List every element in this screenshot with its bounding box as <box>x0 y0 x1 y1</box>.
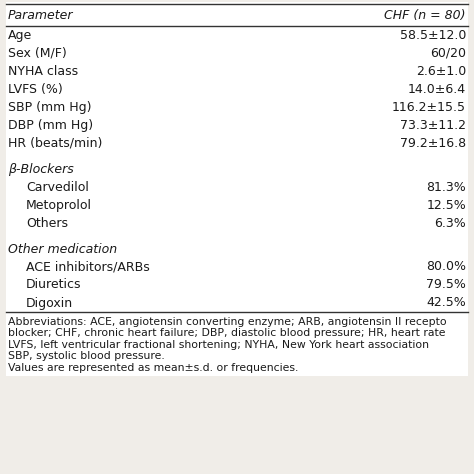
Text: Values are represented as mean±s.d. or frequencies.: Values are represented as mean±s.d. or f… <box>8 363 298 373</box>
Text: Digoxin: Digoxin <box>26 297 73 310</box>
Text: 80.0%: 80.0% <box>426 261 466 273</box>
Text: Others: Others <box>26 217 68 229</box>
Text: 42.5%: 42.5% <box>426 297 466 310</box>
Text: DBP (mm Hg): DBP (mm Hg) <box>8 118 93 131</box>
Text: LVFS, left ventricular fractional shortening; NYHA, New York heart association: LVFS, left ventricular fractional shorte… <box>8 340 429 350</box>
Text: Diuretics: Diuretics <box>26 279 82 292</box>
Text: NYHA class: NYHA class <box>8 64 78 78</box>
Text: SBP (mm Hg): SBP (mm Hg) <box>8 100 91 113</box>
Text: β-Blockers: β-Blockers <box>8 163 74 175</box>
Text: 14.0±6.4: 14.0±6.4 <box>408 82 466 95</box>
Text: LVFS (%): LVFS (%) <box>8 82 63 95</box>
Text: 2.6±1.0: 2.6±1.0 <box>416 64 466 78</box>
Text: 12.5%: 12.5% <box>426 199 466 211</box>
Text: 6.3%: 6.3% <box>434 217 466 229</box>
Text: Other medication: Other medication <box>8 243 117 255</box>
Text: ACE inhibitors/ARBs: ACE inhibitors/ARBs <box>26 261 150 273</box>
Text: blocker; CHF, chronic heart failure; DBP, diastolic blood pressure; HR, heart ra: blocker; CHF, chronic heart failure; DBP… <box>8 328 446 338</box>
Text: Carvedilol: Carvedilol <box>26 181 89 193</box>
Text: 79.2±16.8: 79.2±16.8 <box>400 137 466 149</box>
Bar <box>6 2 468 375</box>
Text: Abbreviations: ACE, angiotensin converting enzyme; ARB, angiotensin II recepto: Abbreviations: ACE, angiotensin converti… <box>8 317 447 327</box>
Text: SBP, systolic blood pressure.: SBP, systolic blood pressure. <box>8 351 165 361</box>
Text: Sex (M/F): Sex (M/F) <box>8 46 67 60</box>
Text: HR (beats/min): HR (beats/min) <box>8 137 102 149</box>
Text: 60/20: 60/20 <box>430 46 466 60</box>
Text: CHF (n = 80): CHF (n = 80) <box>384 9 466 21</box>
Text: 116.2±15.5: 116.2±15.5 <box>392 100 466 113</box>
Text: Age: Age <box>8 28 32 42</box>
Text: 58.5±12.0: 58.5±12.0 <box>400 28 466 42</box>
Text: Metoprolol: Metoprolol <box>26 199 92 211</box>
Text: 79.5%: 79.5% <box>426 279 466 292</box>
Text: 81.3%: 81.3% <box>426 181 466 193</box>
Text: Parameter: Parameter <box>8 9 73 21</box>
Text: 73.3±11.2: 73.3±11.2 <box>400 118 466 131</box>
